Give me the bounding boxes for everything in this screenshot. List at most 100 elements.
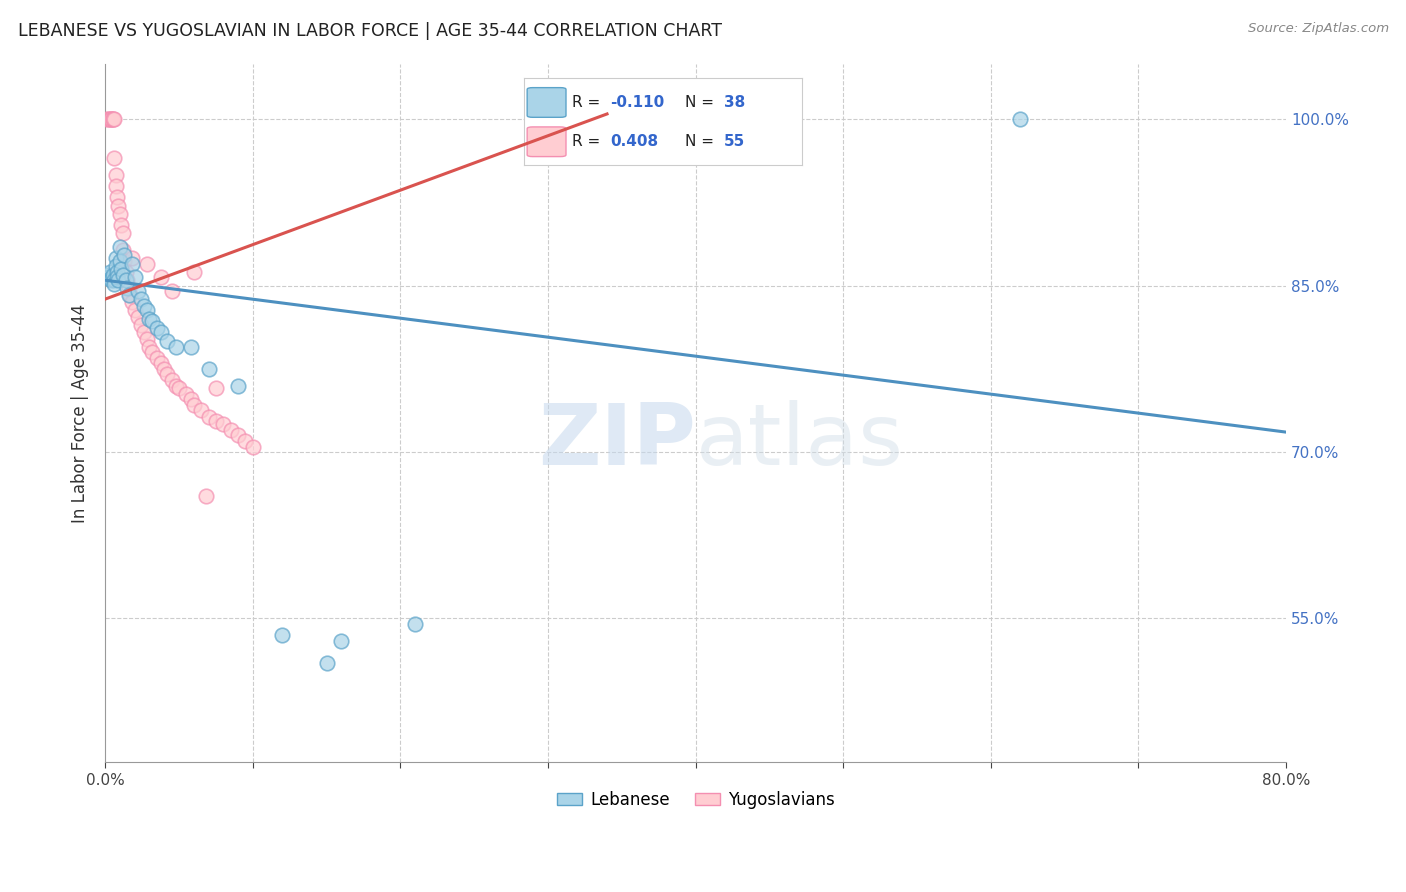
- Point: [97, 269, 120, 284]
- Text: ZIP: ZIP: [538, 400, 696, 483]
- Point: [112, 248, 135, 262]
- Point: [156, 368, 179, 382]
- Point: [183, 265, 205, 279]
- Point: [98, 265, 121, 279]
- Point: [118, 287, 141, 301]
- Point: [124, 303, 146, 318]
- Point: [226, 378, 249, 392]
- Point: [150, 326, 173, 340]
- Point: [135, 257, 157, 271]
- Point: [103, 151, 125, 165]
- Point: [135, 303, 157, 318]
- Point: [96, 268, 118, 282]
- Point: [104, 168, 127, 182]
- Point: [205, 381, 228, 395]
- Point: [101, 268, 124, 282]
- Point: [146, 321, 169, 335]
- Point: [118, 281, 141, 295]
- Point: [101, 112, 124, 127]
- Point: [117, 281, 139, 295]
- Text: atlas: atlas: [696, 400, 904, 483]
- Text: LEBANESE VS YUGOSLAVIAN IN LABOR FORCE | AGE 35-44 CORRELATION CHART: LEBANESE VS YUGOSLAVIAN IN LABOR FORCE |…: [18, 22, 723, 40]
- Point: [146, 351, 169, 365]
- Point: [167, 381, 190, 395]
- Point: [160, 373, 183, 387]
- Point: [180, 340, 202, 354]
- Point: [330, 633, 353, 648]
- Point: [129, 318, 152, 332]
- Point: [165, 340, 187, 354]
- Text: Source: ZipAtlas.com: Source: ZipAtlas.com: [1249, 22, 1389, 36]
- Point: [141, 314, 163, 328]
- Point: [100, 112, 122, 127]
- Point: [107, 273, 129, 287]
- Point: [110, 262, 132, 277]
- Point: [219, 423, 242, 437]
- Point: [111, 244, 134, 258]
- Point: [127, 310, 149, 324]
- Point: [150, 356, 173, 370]
- Point: [183, 399, 205, 413]
- Point: [156, 334, 179, 349]
- Point: [103, 112, 125, 127]
- Point: [96, 112, 118, 127]
- Point: [121, 257, 143, 271]
- Point: [105, 190, 128, 204]
- Point: [141, 345, 163, 359]
- Point: [108, 254, 131, 268]
- Point: [98, 112, 121, 127]
- Point: [165, 378, 187, 392]
- Point: [111, 226, 134, 240]
- Point: [404, 616, 426, 631]
- Point: [97, 112, 120, 127]
- Point: [315, 656, 337, 670]
- Point: [129, 292, 152, 306]
- Point: [271, 628, 294, 642]
- Point: [190, 403, 212, 417]
- Point: [132, 299, 155, 313]
- Point: [160, 285, 183, 299]
- Point: [197, 362, 219, 376]
- Point: [121, 251, 143, 265]
- Point: [138, 312, 160, 326]
- Point: [104, 259, 127, 273]
- Point: [212, 417, 235, 432]
- Point: [150, 269, 173, 284]
- Point: [121, 295, 143, 310]
- Point: [103, 277, 125, 291]
- Point: [112, 254, 135, 268]
- Point: [115, 273, 138, 287]
- Point: [111, 268, 134, 282]
- Point: [110, 218, 132, 232]
- Point: [105, 265, 128, 279]
- Point: [135, 332, 157, 346]
- Point: [107, 199, 129, 213]
- Point: [127, 285, 149, 299]
- Point: [138, 340, 160, 354]
- Point: [105, 269, 128, 284]
- Legend: Lebanese, Yugoslavians: Lebanese, Yugoslavians: [550, 784, 841, 815]
- Point: [226, 428, 249, 442]
- Point: [100, 271, 122, 285]
- Point: [205, 414, 228, 428]
- Point: [124, 269, 146, 284]
- Point: [242, 440, 264, 454]
- Point: [104, 251, 127, 265]
- Point: [108, 207, 131, 221]
- Point: [103, 273, 125, 287]
- Point: [1010, 112, 1032, 127]
- Point: [100, 273, 122, 287]
- Point: [194, 489, 217, 503]
- Point: [120, 287, 142, 301]
- Point: [115, 265, 138, 279]
- Point: [100, 112, 122, 127]
- Point: [108, 240, 131, 254]
- Point: [180, 392, 202, 406]
- Y-axis label: In Labor Force | Age 35-44: In Labor Force | Age 35-44: [72, 303, 89, 523]
- Point: [176, 387, 198, 401]
- Point: [117, 273, 139, 287]
- Point: [197, 409, 219, 424]
- Point: [104, 179, 127, 194]
- Point: [235, 434, 257, 448]
- Point: [101, 112, 124, 127]
